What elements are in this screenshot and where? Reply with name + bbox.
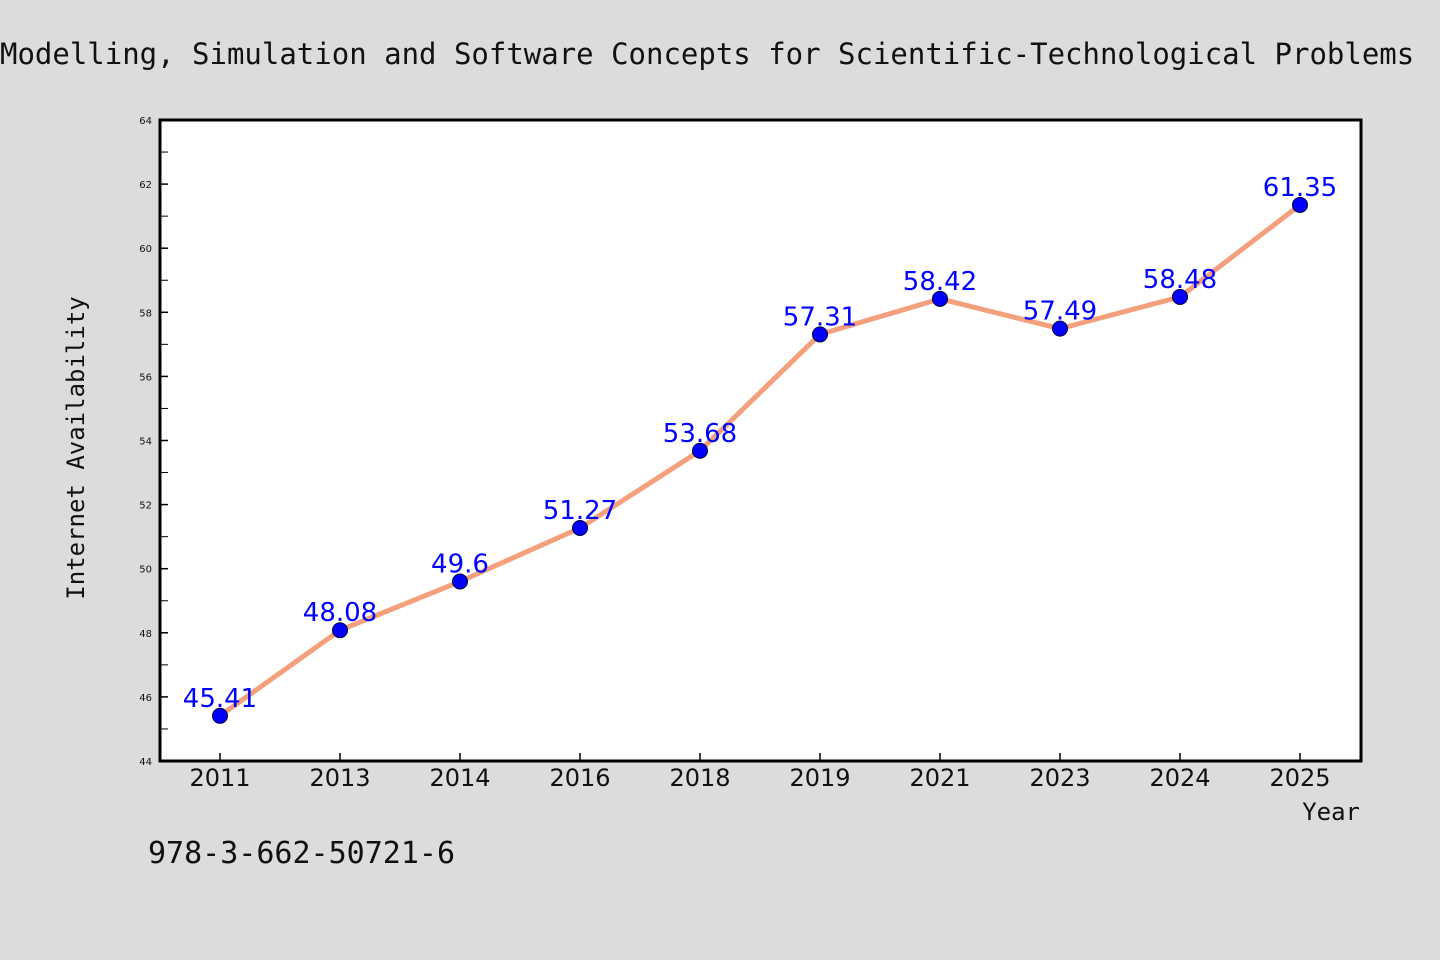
y-tick-label: 48 (139, 629, 152, 640)
y-tick-label: 56 (139, 372, 152, 383)
data-label: 49.6 (431, 550, 489, 580)
series-line (217, 202, 1303, 719)
data-point (1172, 288, 1188, 305)
data-label: 51.27 (543, 496, 617, 526)
x-tick-label: 2011 (189, 764, 250, 792)
y-tick-label: 50 (139, 565, 152, 576)
x-axis-label: Year (1302, 798, 1360, 826)
x-tick-label: 2021 (909, 764, 970, 792)
data-point (572, 519, 588, 536)
data-label: 53.68 (663, 419, 737, 449)
x-tick-label: 2019 (789, 764, 850, 792)
data-labels: 45.41 48.08 49.6 51.27 53.68 57.31 58.42 57.49 5… (183, 173, 1337, 714)
x-tick-label: 2024 (1149, 764, 1210, 792)
data-point (692, 442, 708, 459)
x-tick-label: 2025 (1269, 764, 1330, 792)
y-tick-label: 46 (139, 693, 152, 704)
plot-area (158, 118, 1363, 763)
y-tick-label: 64 (139, 116, 152, 127)
y-tick-label: 52 (139, 501, 152, 512)
x-tick-label: 2014 (429, 764, 490, 792)
data-label: 45.41 (183, 684, 257, 714)
x-tick-label: 2016 (549, 764, 610, 792)
data-point (332, 622, 348, 639)
data-point (1052, 320, 1068, 337)
data-point (812, 326, 828, 343)
x-tick-label: 2023 (1029, 764, 1090, 792)
y-tick-label: 54 (139, 437, 152, 448)
data-label: 48.08 (303, 598, 377, 628)
isbn-text: 978-3-662-50721-6 (148, 836, 455, 871)
data-markers (212, 196, 1308, 724)
y-axis-label: Internet Availability (62, 296, 90, 599)
y-tick-label: 60 (139, 244, 152, 255)
data-label: 57.49 (1023, 297, 1097, 327)
x-tick-label: 2013 (309, 764, 370, 792)
data-point (452, 573, 468, 590)
data-point (1292, 196, 1308, 213)
data-label: 57.31 (783, 302, 857, 332)
y-axis: 44 46 48 50 52 54 56 58 60 62 64 (139, 116, 168, 768)
chart-title: Modelling, Simulation and Software Conce… (0, 37, 1414, 71)
y-tick-label: 44 (139, 757, 152, 768)
data-label: 61.35 (1263, 173, 1337, 203)
x-tick-label: 2018 (669, 764, 730, 792)
data-point (212, 707, 228, 724)
y-tick-label: 58 (139, 308, 152, 319)
data-label: 58.48 (1143, 265, 1217, 295)
data-point (932, 290, 948, 307)
y-tick-label: 62 (139, 180, 152, 191)
data-label: 58.42 (903, 267, 977, 297)
x-axis: 2011 2013 2014 2016 2018 2019 2021 2023 2024 2025 (189, 753, 1331, 792)
